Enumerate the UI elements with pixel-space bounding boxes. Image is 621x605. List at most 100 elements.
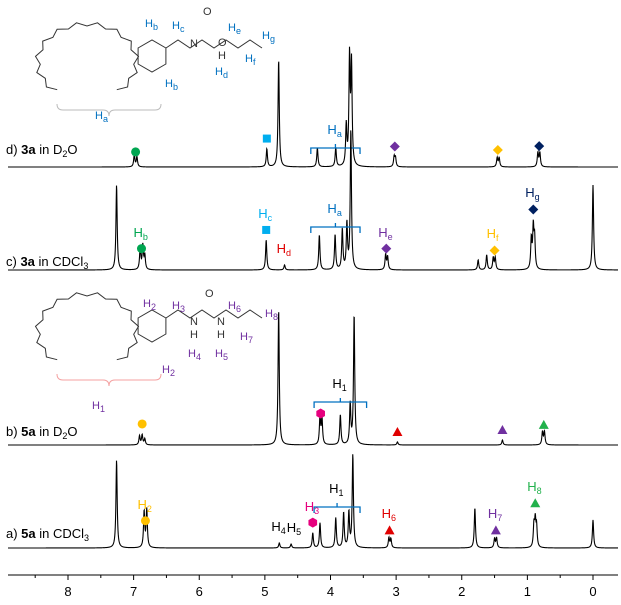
structure-h-label: H2: [162, 364, 175, 380]
structure-h-label-part: H: [165, 78, 173, 90]
peak-label: Hg: [525, 185, 539, 205]
structure-h-label-part: H: [228, 22, 236, 34]
bracket-label-c-part: a: [336, 208, 342, 218]
peak-label-part: 4: [280, 525, 286, 536]
peak-label-part: H: [137, 496, 147, 512]
peak-label-part: H: [258, 205, 268, 221]
peak-label: Hc: [258, 206, 272, 226]
spectrum-label-c: c) 3a in CDCl3: [6, 254, 88, 274]
structure-h-label-part: 6: [235, 304, 241, 314]
peak-label-part: H: [486, 226, 496, 242]
diamond-marker: [534, 141, 545, 152]
spectrum-label-b-part: in D: [35, 424, 63, 439]
structure-h-label-part: H: [188, 348, 196, 360]
spectrum-label-d-part: 3a: [21, 142, 36, 157]
structure-h-label: H7: [240, 331, 253, 347]
peak-label-part: 5: [296, 526, 302, 537]
peak-label: H7: [488, 506, 502, 526]
peak-label-part: H: [381, 506, 391, 522]
structure-3a-benzene: [137, 39, 167, 73]
spectrum-d: [8, 46, 618, 168]
bracket-label-b-part: H: [332, 376, 342, 391]
peak-label: Hb: [134, 225, 148, 245]
triangle-marker: [490, 525, 501, 535]
structure-5a-crown-ring: [34, 292, 140, 361]
triangle-marker: [538, 419, 549, 429]
structure-5a-brace: [56, 373, 162, 387]
structure-atom: O: [218, 37, 227, 50]
structure-atom: H: [217, 329, 225, 342]
diamond-marker: [492, 144, 503, 155]
structure-h-label-part: 3: [179, 304, 185, 314]
spectrum-b: [8, 312, 618, 446]
hexagon-marker: [308, 517, 318, 528]
structure-h-label: Hb: [145, 18, 158, 34]
bracket-d: [310, 144, 361, 154]
spectrum-label-b-part: 2: [62, 431, 68, 441]
structure-h-label-part: 5: [222, 352, 228, 362]
peak-label-part: 6: [390, 513, 396, 524]
peak-label: H6: [382, 506, 396, 526]
structure-atom: O: [203, 6, 212, 19]
bracket-label-c: Ha: [327, 201, 341, 221]
bracket-label-d-part: a: [336, 129, 342, 139]
structure-3a-chain: [165, 39, 263, 49]
bracket-label-a-part: 1: [338, 488, 344, 498]
structure-atom-part: H: [217, 329, 225, 341]
circle-marker: [140, 516, 150, 526]
bracket-label-b-part: 1: [341, 383, 347, 393]
structure-atom-part: N: [217, 316, 225, 328]
x-tick-label: 8: [64, 584, 71, 599]
x-tick-label: 7: [130, 584, 137, 599]
structure-h-label-part: H: [145, 18, 153, 30]
bracket-label-d: Ha: [327, 122, 341, 142]
triangle-marker: [392, 426, 403, 436]
structure-h-label: Hg: [262, 30, 275, 46]
spectrum-label-c-part: in CDCl: [34, 254, 84, 269]
peak-label: H3: [305, 499, 319, 519]
spectrum-label-d-part: 2: [62, 149, 68, 159]
peak-label: Hf: [487, 226, 499, 246]
spectrum-label-c-part: 3: [83, 261, 89, 271]
x-tick-label: 5: [261, 584, 268, 599]
peak-label-part: 3: [314, 505, 320, 516]
structure-h-label-part: 2: [150, 302, 156, 312]
structure-h-label: H3: [172, 300, 185, 316]
peak-label-part: H: [304, 498, 315, 514]
structure-h-label: Hf: [245, 53, 255, 69]
peak-label-part: H: [525, 185, 535, 201]
structure-h-label-part: 1: [99, 404, 105, 414]
structure-atom: H: [190, 329, 198, 342]
structure-5a-chain: [165, 309, 263, 319]
peak-label-part: 7: [497, 513, 503, 524]
structure-atom-part: O: [203, 6, 212, 18]
triangle-marker: [530, 498, 541, 508]
structure-h-label-part: H: [228, 300, 236, 312]
hexagon-marker: [316, 408, 325, 419]
peak-label-part: H: [286, 519, 297, 535]
structure-h-label: H2: [143, 298, 156, 314]
structure-h-label: Ha: [95, 110, 108, 126]
structure-h-label-part: f: [252, 57, 256, 67]
x-tick-label: 0: [589, 584, 596, 599]
structure-atom: H: [218, 50, 226, 63]
peak-label: He: [378, 225, 392, 245]
spectrum-label-b-part: b): [6, 424, 22, 439]
spectrum-label-d-part: O: [67, 142, 78, 157]
spectrum-label-a: a) 5a in CDCl3: [6, 526, 89, 546]
peak-label-part: g: [534, 192, 540, 203]
structure-h-label: Hd: [215, 66, 228, 82]
peak-label: H8: [527, 479, 541, 499]
peak-label-part: H: [487, 506, 498, 522]
spectrum-c: [8, 130, 618, 271]
spectrum-a: [8, 454, 618, 549]
structure-h-label-part: H: [245, 53, 253, 65]
structure-h-label-part: H: [262, 30, 270, 42]
structure-h-label-part: H: [215, 66, 223, 78]
structure-h-label-part: c: [179, 24, 185, 34]
bracket-label-c-part: H: [327, 201, 337, 216]
spectrum-label-c-part: c): [6, 254, 21, 269]
structure-h-label: H8: [265, 308, 278, 324]
structure-h-label: He: [228, 22, 241, 38]
circle-marker: [137, 244, 146, 254]
